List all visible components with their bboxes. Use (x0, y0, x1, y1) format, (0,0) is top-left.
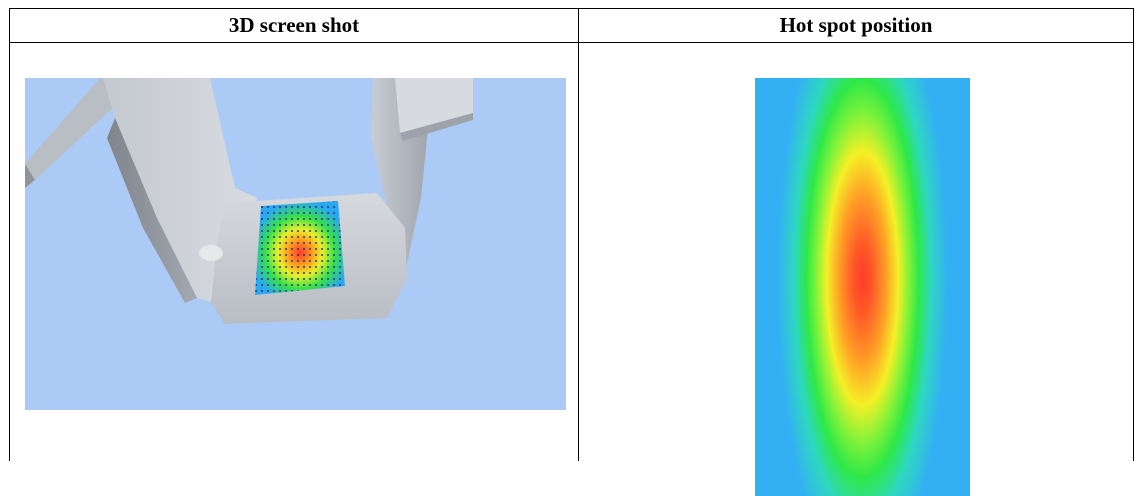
3d-model-render (25, 78, 566, 410)
header-3d-screen-shot: 3D screen shot (10, 9, 579, 43)
comparison-table: 3D screen shot Hot spot position (9, 8, 1134, 496)
cell-hot-spot-position (579, 43, 1133, 496)
header-hot-spot-position: Hot spot position (579, 9, 1133, 43)
hotspot-heatmap (755, 78, 970, 496)
cell-3d-screen-shot (10, 43, 579, 461)
